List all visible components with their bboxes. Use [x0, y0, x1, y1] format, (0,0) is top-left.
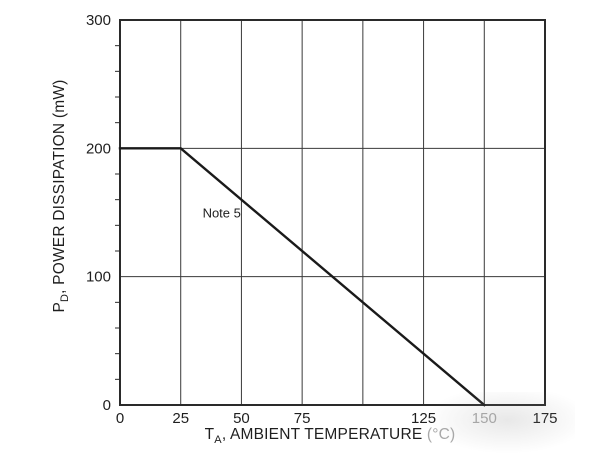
y-axis-label-text: , POWER DISSIPATION (mW) [51, 79, 68, 294]
x-axis-subscript: A [214, 434, 222, 447]
y-tick-label-300: 300 [86, 12, 111, 29]
y-tick-label-100: 100 [86, 269, 111, 286]
y-tick-label-200: 200 [86, 140, 111, 157]
x-tick-label-50: 50 [233, 410, 250, 427]
plot-border [119, 19, 546, 406]
annotation-1: Note 5 [203, 206, 241, 221]
x-axis-symbol: T [204, 426, 215, 443]
y-tick-label-0: 0 [103, 397, 111, 414]
x-tick-label-0: 0 [116, 410, 124, 427]
y-axis-title: PD, POWER DISSIPATION (mW) [51, 0, 71, 396]
x-axis-label-text: , AMBIENT TEMPERATURE [221, 426, 427, 443]
x-axis-title: TA, AMBIENT TEMPERATURE (°C) [100, 426, 560, 446]
series-max-power-derating [118, 147, 486, 407]
x-tick-label-75: 75 [294, 410, 311, 427]
y-axis-symbol: P [51, 301, 68, 313]
x-axis-unit: (°C) [426, 426, 456, 443]
x-tick-label-125: 125 [411, 410, 436, 427]
x-tick-label-25: 25 [172, 410, 189, 427]
y-axis-subscript: D [59, 293, 72, 302]
x-tick-label-150: 150 [472, 410, 497, 427]
x-tick-label-175: 175 [532, 410, 557, 427]
